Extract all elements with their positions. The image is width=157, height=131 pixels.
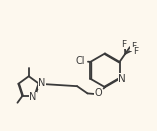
Text: F: F (131, 42, 136, 51)
Text: N: N (118, 74, 126, 84)
Text: N: N (29, 92, 37, 102)
Text: F: F (121, 40, 126, 49)
Text: Cl: Cl (76, 56, 85, 66)
Text: F: F (133, 47, 138, 56)
Text: N: N (38, 78, 45, 88)
Text: O: O (94, 88, 102, 98)
